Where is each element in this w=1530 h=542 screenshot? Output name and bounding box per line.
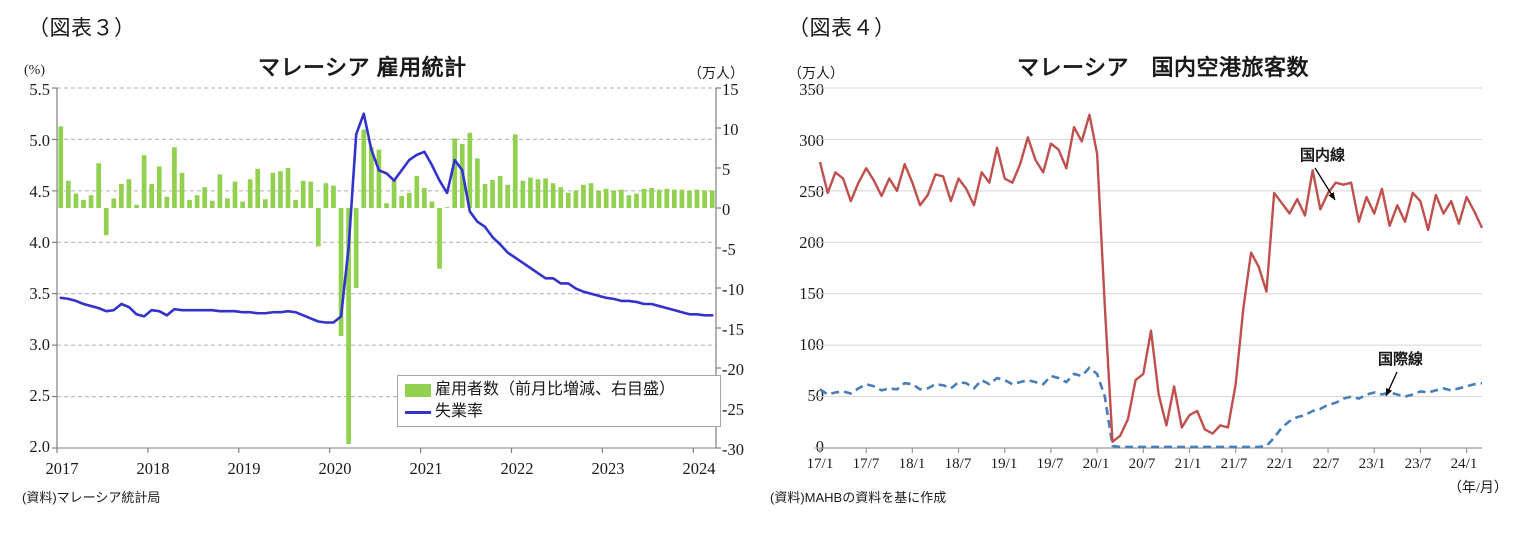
y-right-tick-neg25: -25 (722, 400, 744, 419)
figure-4-title: マレーシア 国内空港旅客数 (1017, 55, 1310, 80)
x4-tick-24-1: 24/1 (1450, 456, 1478, 472)
y-left-tick-5-0: 5.0 (29, 131, 50, 150)
figure-3-legend: 雇用者数（前月比増減、右目盛） 失業率 (397, 375, 721, 427)
x-tick-2021: 2021 (409, 459, 443, 478)
x4-tick-22-1: 22/1 (1266, 456, 1294, 472)
figure-3-source: (資料)マレーシア統計局 (22, 490, 161, 505)
y-left-tick-4-5: 4.5 (29, 182, 50, 201)
x-tick-2022: 2022 (500, 459, 534, 478)
y-left-tick-4-0: 4.0 (29, 233, 50, 252)
x4-tick-19-1: 19/1 (990, 456, 1018, 472)
x-tick-2019: 2019 (227, 459, 261, 478)
y-right-tick-neg15: -15 (722, 320, 744, 339)
figure-3-panel: （図表３） (%) （万人） マレーシア 雇用統計 5.5 5.0 4.5 4.… (22, 16, 744, 505)
y-right-tick-neg10: -10 (722, 280, 744, 299)
figure-4-number: （図表４） (788, 16, 896, 40)
legend-row-bar: 雇用者数（前月比増減、右目盛） (405, 379, 712, 401)
y-left-tick-2-0: 2.0 (29, 437, 50, 456)
y4-tick-350: 350 (799, 80, 824, 99)
x4-tick-21-1: 21/1 (1174, 456, 1202, 472)
y4-tick-200: 200 (799, 233, 824, 252)
y-left-tick-5-5: 5.5 (29, 80, 50, 99)
x-tick-2024: 2024 (682, 459, 716, 478)
figure-3-left-axis-unit: (%) (24, 63, 45, 78)
y-right-tick-5: 5 (722, 160, 731, 179)
figure-3-right-axis-unit: （万人） (688, 67, 744, 82)
legend-line-swatch-icon (405, 410, 431, 414)
figure-4-x-axis-unit: （年/月） (1448, 481, 1508, 496)
x-tick-2023: 2023 (591, 459, 625, 478)
figure-3-plot (52, 87, 721, 453)
figure-4-source: (資料)MAHBの資料を基に作成 (770, 490, 947, 505)
y4-tick-100: 100 (799, 335, 824, 354)
y-left-tick-3-5: 3.5 (29, 284, 50, 303)
x4-tick-18-7: 18/7 (944, 456, 972, 472)
x4-tick-17-7: 17/7 (852, 456, 880, 472)
x4-tick-20-7: 20/7 (1128, 456, 1156, 472)
legend-bar-label: 雇用者数（前月比増減、右目盛） (435, 381, 676, 398)
y4-tick-300: 300 (799, 131, 824, 150)
y-right-tick-15: 15 (722, 80, 739, 99)
legend-bar-swatch-icon (405, 383, 431, 397)
y-left-tick-2-5: 2.5 (29, 386, 50, 405)
y4-tick-150: 150 (799, 284, 824, 303)
figure-4-axis-unit: （万人） (788, 67, 844, 82)
x4-tick-23-7: 23/7 (1404, 456, 1432, 472)
x-tick-2020: 2020 (318, 459, 352, 478)
y-right-tick-10: 10 (722, 120, 739, 139)
y-right-tick-neg30: -30 (722, 440, 744, 459)
x4-tick-21-7: 21/7 (1220, 456, 1248, 472)
figure-4-panel: （図表４） （万人） マレーシア 国内空港旅客数 350 300 250 200… (770, 0, 1530, 542)
y4-tick-250: 250 (799, 182, 824, 201)
annotation-international-label: 国際線 (1378, 351, 1424, 368)
annotation-domestic-label: 国内線 (1300, 147, 1346, 164)
x4-tick-20-1: 20/1 (1082, 456, 1110, 472)
x4-tick-18-1: 18/1 (898, 456, 926, 472)
x4-tick-19-7: 19/7 (1036, 456, 1064, 472)
legend-row-line: 失業率 (405, 401, 712, 423)
figure-3-number: （図表３） (28, 16, 136, 40)
y-right-tick-neg5: -5 (722, 240, 736, 259)
figure-3-title: マレーシア 雇用統計 (258, 55, 467, 80)
x4-tick-23-1: 23/1 (1358, 456, 1386, 472)
x-tick-2017: 2017 (45, 459, 79, 478)
y-right-tick-0: 0 (722, 200, 731, 219)
y4-tick-0: 0 (815, 437, 824, 456)
x-tick-2018: 2018 (136, 459, 170, 478)
figure-4-plot (814, 87, 1484, 453)
x4-tick-22-7: 22/7 (1312, 456, 1340, 472)
legend-line-label: 失業率 (435, 403, 484, 420)
y-right-tick-neg20: -20 (722, 360, 744, 379)
x4-tick-17-1: 17/1 (806, 456, 834, 472)
y-left-tick-3-0: 3.0 (29, 335, 50, 354)
